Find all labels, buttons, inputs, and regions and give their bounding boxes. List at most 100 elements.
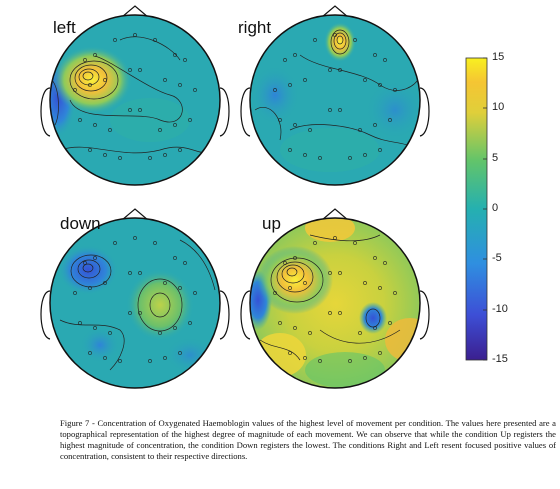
electrode-up-8	[288, 286, 292, 290]
electrode-left-2	[113, 38, 117, 42]
electrode-up-26	[338, 271, 342, 275]
electrode-down-6	[183, 261, 187, 265]
electrode-up-10	[363, 281, 367, 285]
colorbar-tick-10: 10	[492, 101, 505, 113]
topoplot-down	[40, 208, 230, 389]
colorbar-tick-minus-5: -5	[492, 252, 502, 264]
electrode-right-6	[383, 58, 387, 62]
electrode-up-0	[283, 261, 287, 265]
electrode-right-22	[348, 156, 352, 160]
electrode-left-1	[93, 53, 97, 57]
electrode-right-28	[338, 108, 342, 112]
electrode-right-18	[388, 118, 392, 122]
electrode-left-19	[88, 148, 92, 152]
electrode-left-24	[178, 148, 182, 152]
electrode-right-19	[288, 148, 292, 152]
colorbar-tick-15: 15	[492, 51, 505, 63]
electrode-right-16	[358, 128, 362, 132]
electrode-left-9	[103, 78, 107, 82]
electrode-up-4	[353, 241, 357, 245]
panel-label-up: up	[262, 214, 281, 233]
electrode-down-13	[78, 321, 82, 325]
panel-label-left: left	[53, 18, 76, 37]
electrodes-right	[273, 33, 397, 160]
electrode-up-19	[288, 351, 292, 355]
electrode-up-20	[303, 356, 307, 360]
electrode-down-19	[88, 351, 92, 355]
electrode-up-15	[308, 331, 312, 335]
electrode-right-13	[278, 118, 282, 122]
electrode-down-17	[173, 326, 177, 330]
electrode-up-14	[293, 326, 297, 330]
panel-label-right: right	[238, 18, 272, 37]
electrode-left-26	[138, 68, 142, 72]
electrodes-down	[73, 236, 197, 363]
electrode-right-9	[303, 78, 307, 82]
electrode-up-28	[338, 311, 342, 315]
electrode-right-8	[288, 83, 292, 87]
electrodes-left	[73, 33, 197, 160]
electrode-right-1	[293, 53, 297, 57]
electrode-up-5	[373, 256, 377, 260]
topoplot-left	[40, 5, 230, 186]
electrode-left-11	[178, 83, 182, 87]
electrode-up-7	[273, 291, 277, 295]
electrode-up-12	[393, 291, 397, 295]
electrode-right-23	[363, 153, 367, 157]
electrodes-up	[273, 236, 397, 363]
electrode-right-15	[308, 128, 312, 132]
electrode-right-10	[363, 78, 367, 82]
electrode-left-0	[83, 58, 87, 62]
electrode-down-12	[193, 291, 197, 295]
electrode-down-14	[93, 326, 97, 330]
electrode-left-18	[188, 118, 192, 122]
electrode-down-9	[103, 281, 107, 285]
electrode-down-8	[88, 286, 92, 290]
electrode-down-27	[128, 311, 132, 315]
electrode-right-2	[313, 38, 317, 42]
topoplot-right	[240, 5, 430, 186]
electrode-up-9	[303, 281, 307, 285]
electrode-down-20	[103, 356, 107, 360]
electrode-up-24	[378, 351, 382, 355]
electrode-up-3	[333, 236, 337, 240]
electrode-left-15	[108, 128, 112, 132]
electrode-right-14	[293, 123, 297, 127]
electrode-left-14	[93, 123, 97, 127]
electrode-up-25	[328, 271, 332, 275]
electrode-up-17	[373, 326, 377, 330]
electrode-left-10	[163, 78, 167, 82]
electrode-down-0	[83, 261, 87, 265]
colorbar	[465, 57, 488, 361]
electrode-right-11	[378, 83, 382, 87]
electrode-left-20	[103, 153, 107, 157]
electrode-up-13	[278, 321, 282, 325]
electrode-down-1	[93, 256, 97, 260]
electrode-left-3	[133, 33, 137, 37]
electrode-up-2	[313, 241, 317, 245]
electrode-down-2	[113, 241, 117, 245]
colorbar-tick-minus-10: -10	[492, 303, 508, 315]
electrode-down-24	[178, 351, 182, 355]
electrode-left-22	[148, 156, 152, 160]
electrode-up-23	[363, 356, 367, 360]
electrode-left-12	[193, 88, 197, 92]
electrode-up-18	[388, 321, 392, 325]
electrode-right-5	[373, 53, 377, 57]
electrode-left-6	[183, 58, 187, 62]
electrode-left-17	[173, 123, 177, 127]
colorbar-tick-0: 0	[492, 202, 499, 214]
electrode-up-22	[348, 359, 352, 363]
electrode-left-7	[73, 88, 77, 92]
colorbar-tick-5: 5	[492, 152, 499, 164]
electrode-down-4	[153, 241, 157, 245]
electrode-down-28	[138, 311, 142, 315]
electrode-left-4	[153, 38, 157, 42]
electrode-right-17	[373, 123, 377, 127]
panel-label-down: down	[60, 214, 101, 233]
electrode-down-16	[158, 331, 162, 335]
colorbar-tick-minus-15: -15	[492, 353, 508, 365]
electrode-down-10	[163, 281, 167, 285]
electrode-left-16	[158, 128, 162, 132]
electrode-right-26	[338, 68, 342, 72]
